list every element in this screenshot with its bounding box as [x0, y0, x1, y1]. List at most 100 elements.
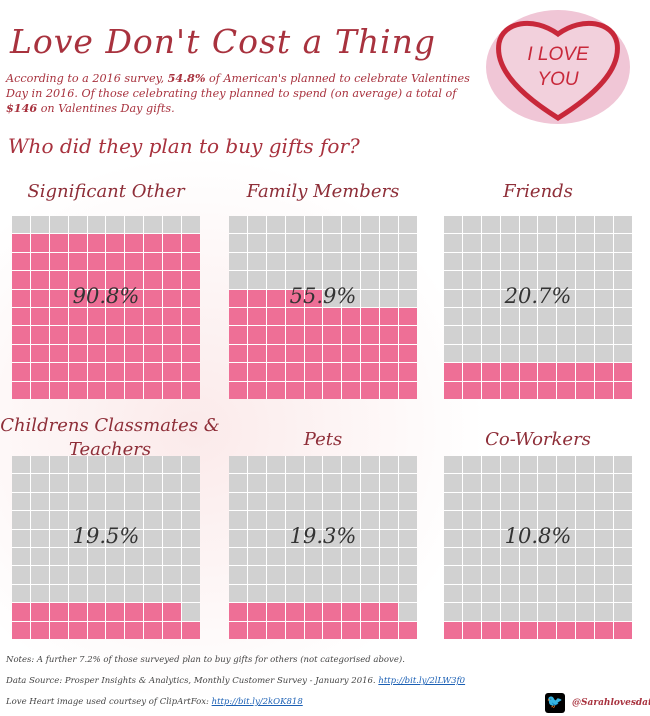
waffle-cell-empty — [519, 529, 538, 547]
waffle-cell-empty — [163, 584, 182, 603]
waffle-cell-filled — [380, 307, 399, 326]
waffle-cell-empty — [595, 474, 614, 492]
waffle-cell-filled — [229, 363, 247, 381]
waffle-cell-empty — [462, 511, 481, 529]
waffle-cell-empty — [68, 216, 87, 234]
credit-link[interactable]: http://bit.ly/2kOK818 — [211, 697, 303, 707]
waffle-cell-empty — [106, 529, 125, 547]
waffle-cell-filled — [399, 307, 417, 326]
source-link[interactable]: http://bit.ly/2lLW3f0 — [378, 676, 466, 686]
waffle-cell-empty — [576, 566, 595, 584]
waffle-cell-filled — [323, 326, 342, 344]
waffle-cell-empty — [229, 529, 247, 547]
panel-title: Family Members — [246, 181, 400, 202]
waffle-cell-filled — [595, 381, 614, 399]
waffle-cell-empty — [399, 511, 417, 529]
waffle-cell-empty — [576, 344, 595, 363]
waffle-cell-empty — [462, 252, 481, 271]
waffle-cell-empty — [519, 603, 538, 621]
waffle-cell-filled — [399, 363, 417, 381]
waffle-cell-empty — [68, 584, 87, 603]
waffle-cell-empty — [462, 456, 481, 474]
waffle-cell-empty — [557, 511, 576, 529]
waffle-cell-filled — [12, 234, 30, 252]
waffle-cell-empty — [182, 547, 200, 566]
waffle-cell-empty — [576, 271, 595, 289]
waffle-cell-empty — [519, 492, 538, 511]
waffle-cell-filled — [444, 621, 462, 639]
waffle-cell-empty — [576, 603, 595, 621]
waffle-cell-empty — [557, 492, 576, 511]
panel-title: Co-Workers — [485, 429, 591, 450]
waffle-cell-empty — [323, 252, 342, 271]
twitter-handle[interactable]: @Sarahlovesdata — [572, 698, 650, 708]
waffle-cell-empty — [538, 234, 557, 252]
waffle-cell-empty — [444, 603, 462, 621]
waffle-cell-empty — [462, 326, 481, 344]
waffle-cell-empty — [576, 307, 595, 326]
waffle-cell-empty — [247, 456, 266, 474]
waffle-cell-empty — [361, 566, 380, 584]
waffle-cell-filled — [285, 363, 304, 381]
waffle-cell-empty — [538, 252, 557, 271]
waffle-cell-empty — [361, 216, 380, 234]
waffle-cell-empty — [500, 344, 519, 363]
waffle-cell-filled — [342, 307, 361, 326]
waffle-cell-filled — [49, 307, 68, 326]
waffle-cell-filled — [125, 289, 144, 307]
waffle-cell-filled — [87, 363, 106, 381]
waffle-cell-empty — [106, 566, 125, 584]
waffle-cell-empty — [68, 474, 87, 492]
waffle-cell-empty — [182, 456, 200, 474]
waffle-cell-empty — [49, 216, 68, 234]
waffle-cell-empty — [462, 584, 481, 603]
waffle-cell-filled — [182, 363, 200, 381]
waffle-cell-empty — [323, 566, 342, 584]
waffle-cell-empty — [595, 252, 614, 271]
waffle-cell-filled — [106, 603, 125, 621]
twitter-icon[interactable]: 🐦 — [545, 693, 565, 713]
waffle-cell-empty — [12, 511, 30, 529]
waffle-cell-filled — [576, 381, 595, 399]
waffle-cell-filled — [595, 621, 614, 639]
waffle-cell-empty — [144, 566, 163, 584]
waffle-cell-filled — [12, 289, 30, 307]
waffle-cell-filled — [87, 307, 106, 326]
waffle-cell-empty — [576, 216, 595, 234]
waffle-cell-empty — [614, 344, 632, 363]
waffle-cell-filled — [125, 603, 144, 621]
waffle-cell-filled — [285, 621, 304, 639]
waffle-cell-empty — [30, 584, 49, 603]
waffle-cell-filled — [519, 621, 538, 639]
waffle-cell-empty — [380, 271, 399, 289]
waffle-cell-empty — [500, 216, 519, 234]
percent-label: 19.5% — [72, 524, 140, 548]
waffle-cell-filled — [87, 381, 106, 399]
waffle-cell-empty — [481, 547, 500, 566]
waffle-cell-empty — [304, 547, 323, 566]
waffle-cell-empty — [12, 216, 30, 234]
waffle-cell-empty — [87, 474, 106, 492]
waffle-cell-empty — [304, 584, 323, 603]
waffle-cell-filled — [30, 289, 49, 307]
waffle-cell-filled — [342, 363, 361, 381]
waffle-cell-filled — [229, 326, 247, 344]
waffle-cell-empty — [462, 529, 481, 547]
heart-text: YOU — [537, 69, 578, 90]
waffle-cell-filled — [144, 344, 163, 363]
waffle-cell-empty — [444, 344, 462, 363]
waffle-cell-filled — [87, 289, 106, 307]
waffle-cell-empty — [444, 547, 462, 566]
waffle-cell-empty — [266, 271, 285, 289]
waffle-cell-empty — [266, 252, 285, 271]
waffle-cell-empty — [247, 492, 266, 511]
waffle-cell-empty — [361, 492, 380, 511]
waffle-cell-empty — [576, 492, 595, 511]
waffle-cell-empty — [247, 529, 266, 547]
waffle-cell-empty — [614, 603, 632, 621]
waffle-cell-empty — [182, 474, 200, 492]
intro-amount: $146 — [6, 101, 38, 115]
waffle-cell-empty — [87, 547, 106, 566]
waffle-cell-empty — [481, 216, 500, 234]
waffle-cell-empty — [380, 566, 399, 584]
